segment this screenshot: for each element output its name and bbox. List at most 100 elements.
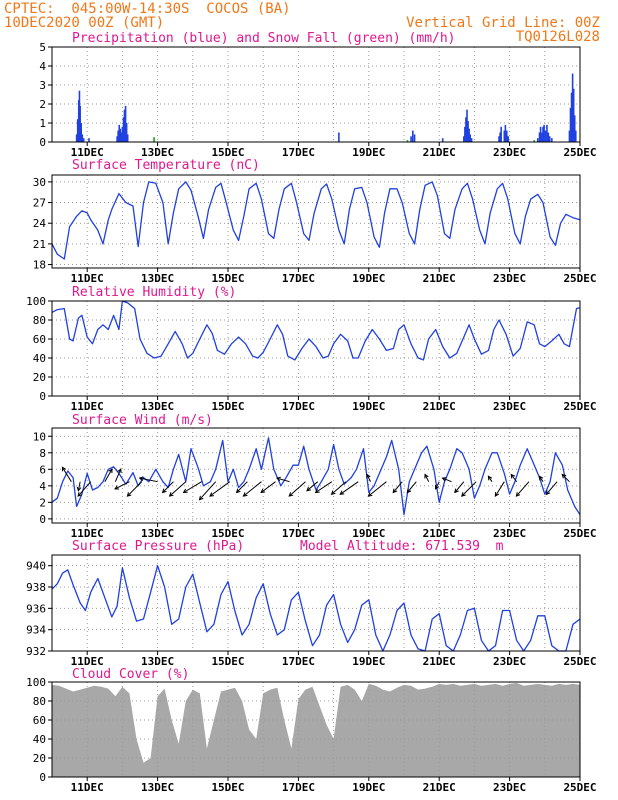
precipitation-x-tick-label: 21DEC <box>423 146 456 159</box>
wind-vector-head <box>108 468 113 474</box>
precipitation-bar <box>122 117 125 142</box>
temperature-x-tick-label: 23DEC <box>493 272 526 285</box>
temperature-series-line <box>51 181 581 260</box>
header-station: CPTEC: 045:00W-14:30S COCOS (BA) <box>4 1 291 17</box>
humidity-x-tick-label: 15DEC <box>211 400 244 413</box>
precipitation-grid <box>52 47 580 142</box>
wind-vector <box>392 481 403 493</box>
wind-vector <box>243 481 262 497</box>
precipitation-bar <box>544 130 547 142</box>
wind-vector-head <box>392 488 398 494</box>
temperature-frame <box>51 174 581 269</box>
cloud-y-tick-label: 20 <box>33 752 46 765</box>
temperature-title: Surface Temperature (nC) <box>72 158 260 173</box>
wind-vector <box>339 481 359 495</box>
precipitation-bar <box>412 130 414 142</box>
wind-vector <box>183 481 202 493</box>
cloud-x-tick-label: 13DEC <box>141 781 174 794</box>
wind-vector-head <box>424 473 429 479</box>
wind-vector-head <box>538 475 544 481</box>
precipitation-bar <box>574 130 577 142</box>
header-model-code: TQ0126L028 <box>516 29 600 45</box>
wind-frame <box>51 427 581 524</box>
wind-vector-head <box>510 473 516 479</box>
precipitation-bar <box>466 109 468 142</box>
pressure-x-tick-label: 23DEC <box>493 655 526 668</box>
pressure-panel: Surface Pressure (hPa) Model Altitude: 6… <box>26 539 596 668</box>
cloud-x-ticks: 11DEC 13DEC 15DEC 17DEC 19DEC 21DEC 23DEC 25DEC <box>71 777 597 794</box>
wind-x-tick-label: 11DEC <box>71 527 104 540</box>
precipitation-x-tick-label: 13DEC <box>141 146 174 159</box>
wind-vector-head <box>330 490 336 495</box>
wind-vector <box>236 481 248 493</box>
cloud-y-tick-label: 0 <box>39 771 46 784</box>
wind-vector <box>199 481 217 501</box>
wind-vector-head <box>114 485 120 490</box>
wind-vector-head <box>545 490 551 496</box>
humidity-x-tick-label: 17DEC <box>282 400 315 413</box>
wind-vector-head <box>198 495 204 501</box>
precipitation-bar <box>413 134 416 142</box>
precipitation-bar <box>75 134 78 142</box>
wind-vector <box>368 481 387 497</box>
wind-y-tick-label: 4 <box>39 480 46 493</box>
wind-vector-head <box>288 492 294 497</box>
humidity-x-tick-label: 21DEC <box>423 400 456 413</box>
humidity-x-tick-label: 11DEC <box>71 400 104 413</box>
precipitation-x-tick-label: 19DEC <box>352 146 385 159</box>
precipitation-bar <box>79 105 81 142</box>
wind-vector-head <box>494 492 500 498</box>
precipitation-bar <box>539 126 542 142</box>
precipitation-bar <box>551 138 553 142</box>
precipitation-bar <box>410 136 412 142</box>
temperature-x-tick-label: 25DEC <box>563 272 596 285</box>
humidity-y-tick-label: 100 <box>26 295 46 308</box>
wind-x-tick-label: 15DEC <box>211 527 244 540</box>
wind-y-tick-label: 8 <box>39 447 46 460</box>
wind-y-ticks: 0 2 4 6 8 10 <box>33 430 52 526</box>
precipitation-bar <box>543 124 545 142</box>
cloud-x-tick-label: 11DEC <box>71 781 104 794</box>
precipitation-bars <box>75 73 577 142</box>
snowfall-bar <box>153 137 155 142</box>
precipitation-bar <box>467 121 469 142</box>
pressure-series-line <box>51 565 581 652</box>
wind-vector-head <box>168 492 174 497</box>
humidity-line-group <box>51 300 581 361</box>
humidity-title: Relative Humidity (%) <box>72 285 236 300</box>
snowfall-bar <box>533 140 536 142</box>
precipitation-bar <box>464 126 466 142</box>
wind-vector <box>545 481 558 495</box>
wind-vector <box>114 468 122 482</box>
pressure-x-tick-label: 25DEC <box>563 655 596 668</box>
precipitation-y-tick-label: 2 <box>39 98 46 111</box>
wind-vector-head <box>126 492 132 497</box>
precipitation-bar <box>503 130 506 142</box>
wind-x-ticks: 11DEC 13DEC 15DEC 17DEC 19DEC 21DEC 23DEC 25DEC <box>71 523 597 540</box>
wind-vector <box>288 481 306 497</box>
cloud-cover-area <box>52 683 580 777</box>
precipitation-bar <box>123 109 126 142</box>
wind-vector <box>169 481 187 497</box>
precipitation-bar <box>338 132 340 142</box>
precipitation-bar <box>441 138 444 142</box>
wind-vector-head <box>276 476 282 482</box>
precipitation-x-tick-label: 11DEC <box>71 146 104 159</box>
precipitation-bar <box>124 105 127 142</box>
pressure-y-tick-label: 934 <box>26 624 46 637</box>
pressure-y-tick-label: 936 <box>26 602 46 615</box>
cloud-y-ticks: 0 20 40 60 80 100 <box>26 676 52 784</box>
precipitation-bar <box>572 88 575 142</box>
wind-vector-head <box>406 488 412 494</box>
wind-vector-head <box>435 484 440 490</box>
wind-x-tick-label: 23DEC <box>493 527 526 540</box>
temperature-y-tick-label: 18 <box>33 259 46 272</box>
temperature-x-tick-label: 11DEC <box>71 272 104 285</box>
precipitation-bar <box>76 119 79 142</box>
humidity-y-tick-label: 80 <box>33 314 46 327</box>
wind-x-tick-label: 19DEC <box>352 527 385 540</box>
wind-vector <box>461 481 477 497</box>
precipitation-bar <box>504 124 507 142</box>
wind-vector-head <box>242 492 248 497</box>
